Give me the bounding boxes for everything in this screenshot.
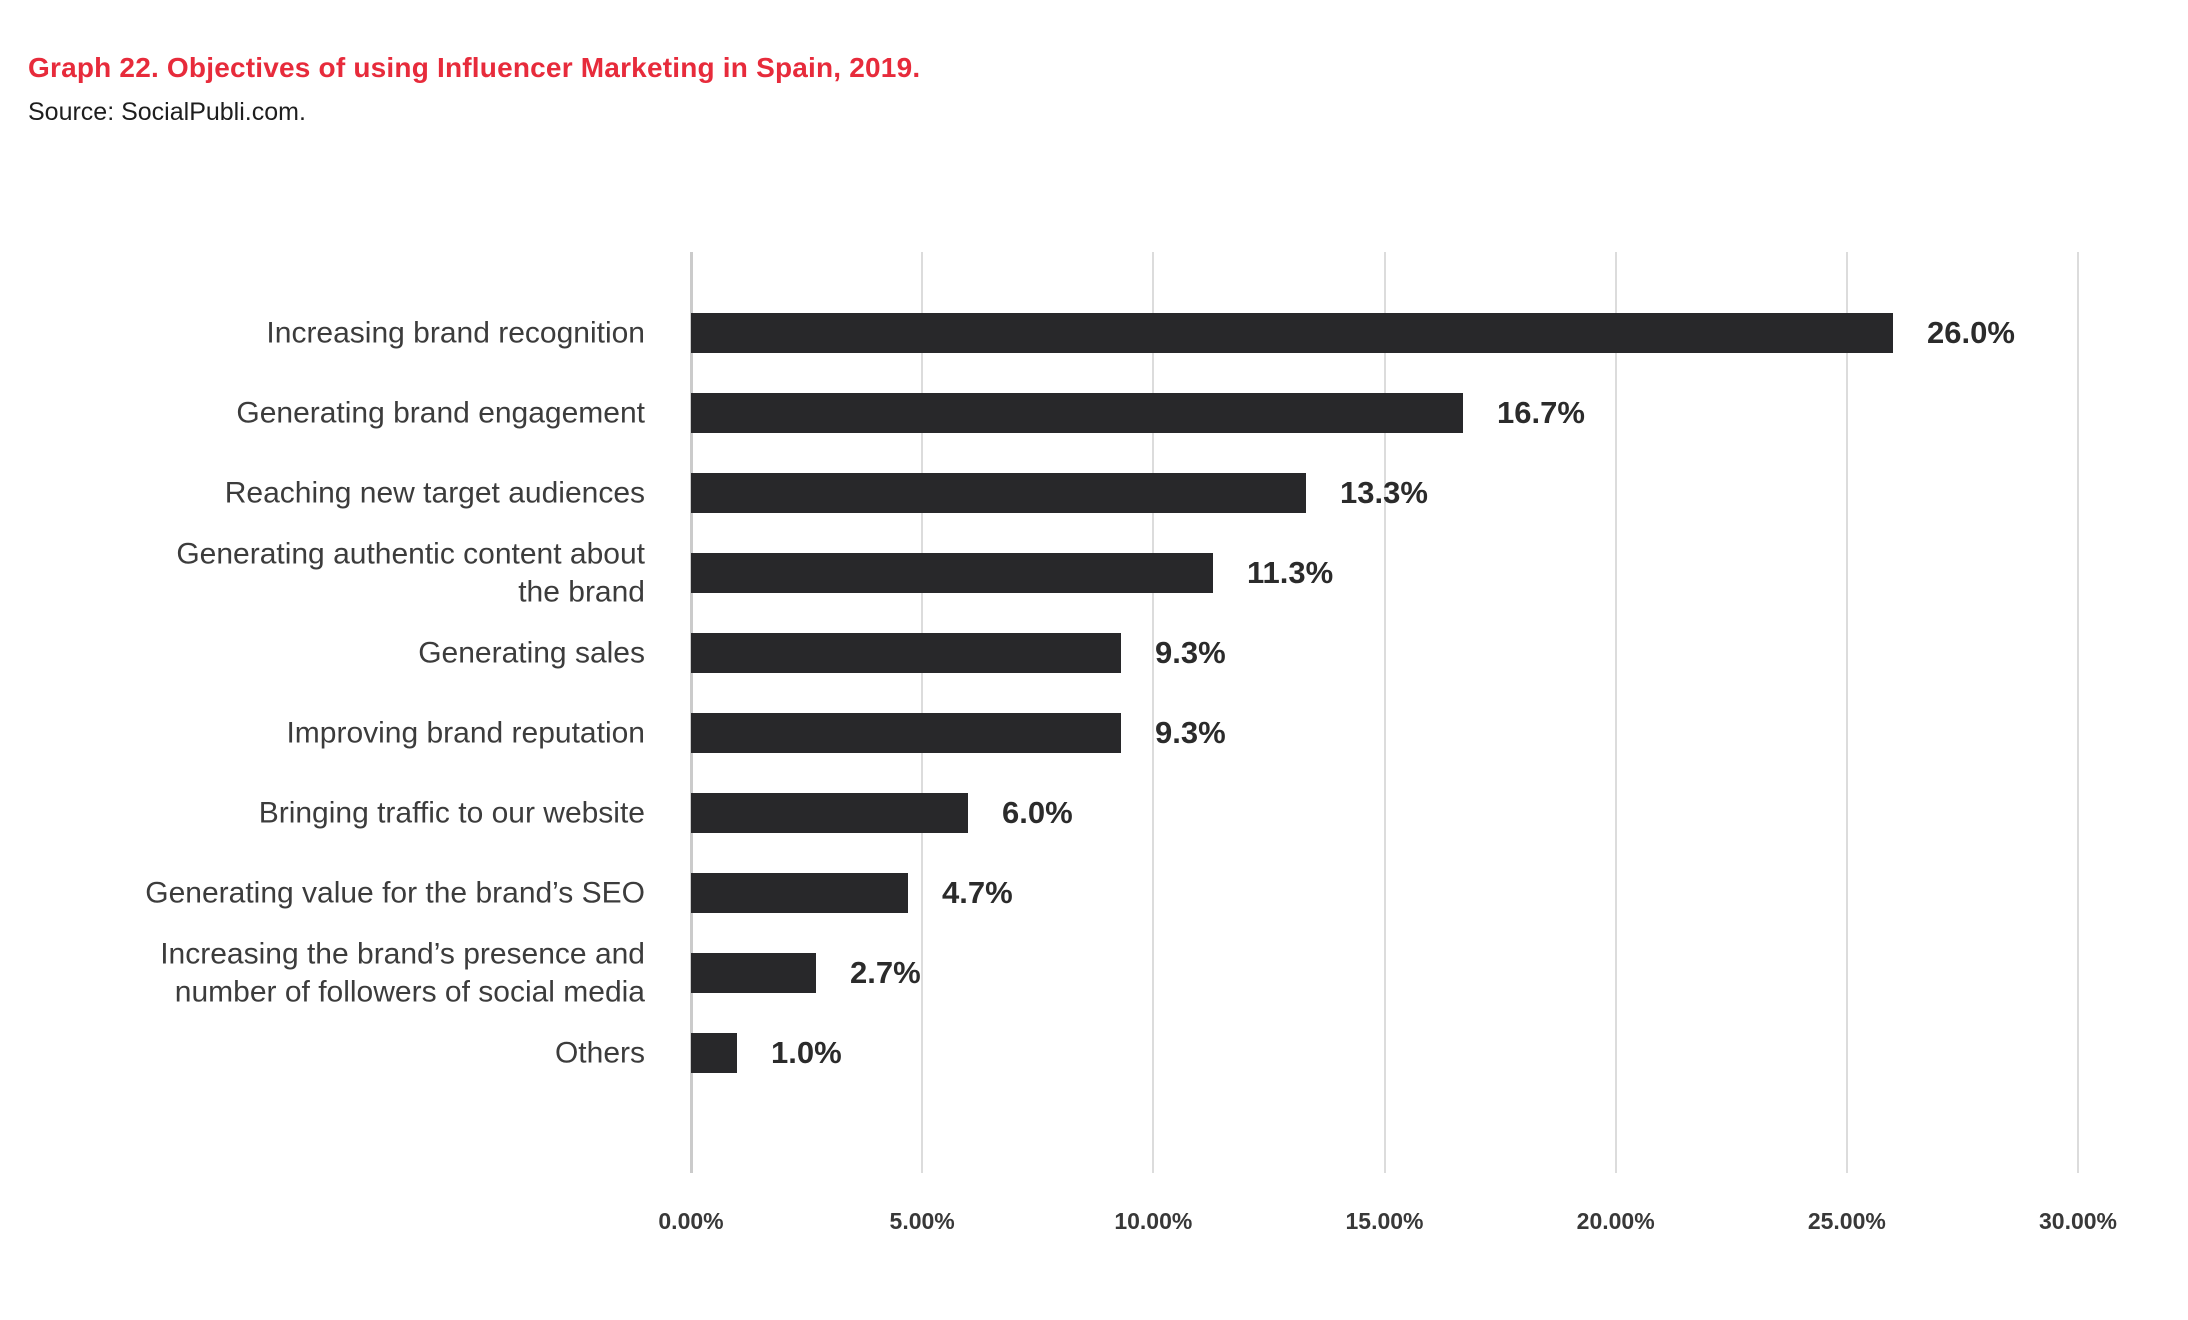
bar bbox=[691, 313, 1893, 353]
gridline bbox=[2077, 252, 2079, 1173]
bar bbox=[691, 953, 816, 993]
category-label: Improving brand reputation bbox=[286, 716, 645, 750]
category-label: Generating authentic content about the b… bbox=[176, 537, 645, 609]
bar bbox=[691, 553, 1213, 593]
x-tick-label: 15.00% bbox=[1345, 1208, 1424, 1234]
category-label: Increasing brand recognition bbox=[266, 316, 645, 350]
category-label: Generating value for the brand’s SEO bbox=[145, 876, 645, 910]
plot-area: 0.00% 5.00% 10.00% 15.00% 20.00% 25.00% 30.00%… bbox=[658, 252, 2117, 1234]
value-label: 26.0% bbox=[1927, 315, 2015, 350]
x-tick-label: 10.00% bbox=[1114, 1208, 1193, 1234]
gridline bbox=[1152, 252, 1155, 1173]
gridline bbox=[1614, 252, 1617, 1173]
bar bbox=[691, 873, 908, 913]
bar-row: 1.0% bbox=[691, 1033, 2078, 1073]
bar-row: 16.7% bbox=[691, 393, 2078, 433]
category-label: Increasing the brand’s presence and numb… bbox=[160, 937, 645, 1009]
value-label: 16.7% bbox=[1497, 395, 1585, 430]
category-label: Others bbox=[554, 1036, 645, 1070]
bar bbox=[691, 633, 1121, 673]
category-label: Generating brand engagement bbox=[236, 396, 645, 430]
value-label: 13.3% bbox=[1340, 475, 1428, 510]
y-axis-line bbox=[690, 252, 693, 1173]
bar bbox=[691, 393, 1463, 433]
bar-row: 4.7% bbox=[691, 873, 2078, 913]
bar-row: 2.7% bbox=[691, 953, 2078, 993]
gridline bbox=[921, 252, 924, 1173]
gridline bbox=[1845, 252, 1848, 1173]
value-label: 6.0% bbox=[1002, 795, 1073, 830]
chart-title: Graph 22. Objectives of using Influencer… bbox=[28, 52, 921, 83]
x-tick-label: 25.00% bbox=[1807, 1208, 1886, 1234]
value-label: 11.3% bbox=[1247, 555, 1334, 590]
x-tick-label: 30.00% bbox=[2038, 1208, 2118, 1234]
value-label: 1.0% bbox=[771, 1035, 842, 1070]
bar-row: 26.0% bbox=[691, 313, 2078, 353]
chart-source: Source: SocialPubli.com. bbox=[28, 98, 306, 126]
value-label: 2.7% bbox=[850, 955, 921, 990]
value-label: 9.3% bbox=[1155, 635, 1226, 670]
category-label: Reaching new target audiences bbox=[224, 476, 645, 510]
gridline bbox=[1383, 252, 1386, 1173]
bar bbox=[691, 473, 1306, 513]
x-tick-label: 0.00% bbox=[658, 1208, 724, 1234]
bar-row: 9.3% bbox=[691, 713, 2078, 753]
bar-row: 13.3% bbox=[691, 473, 2078, 513]
value-label: 4.7% bbox=[942, 875, 1013, 910]
category-label: Bringing traffic to our website bbox=[258, 796, 645, 830]
bar bbox=[691, 793, 968, 833]
category-label: Generating sales bbox=[418, 636, 645, 670]
bar-row: 11.3% bbox=[691, 553, 2078, 593]
x-tick-label: 5.00% bbox=[889, 1208, 955, 1234]
bar bbox=[691, 1033, 737, 1073]
value-label: 9.3% bbox=[1155, 715, 1226, 750]
bar-row: 6.0% bbox=[691, 793, 2078, 833]
x-tick-label: 20.00% bbox=[1576, 1208, 1655, 1234]
bar-row: 9.3% bbox=[691, 633, 2078, 673]
bar bbox=[691, 713, 1121, 753]
